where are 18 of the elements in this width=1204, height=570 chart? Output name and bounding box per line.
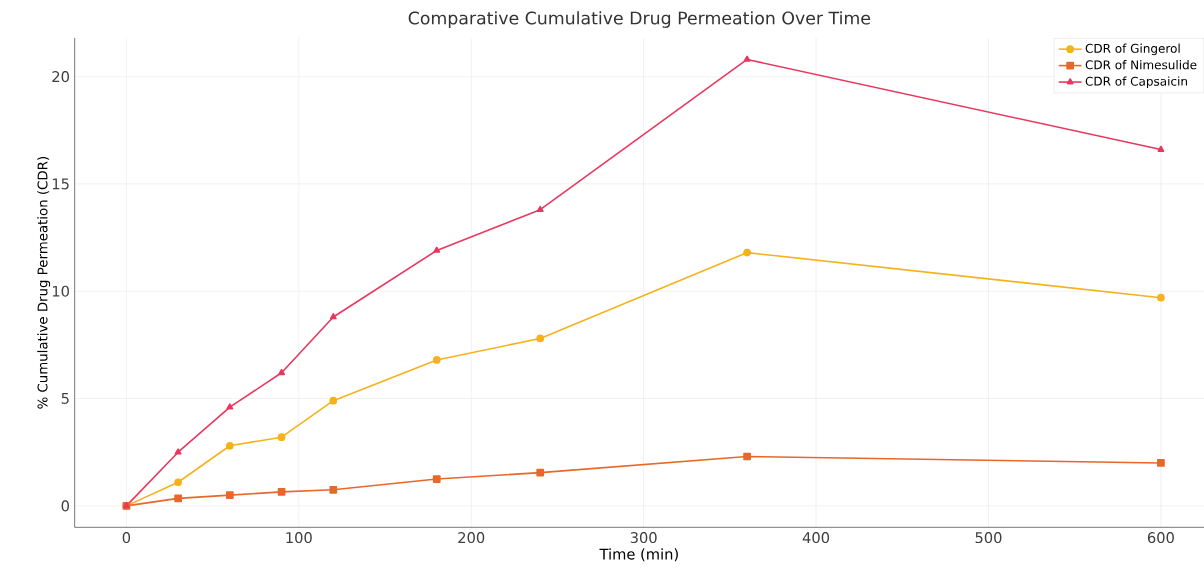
y-tick-label: 10 xyxy=(52,285,69,297)
legend-label: CDR of Nimesulide xyxy=(1085,60,1197,70)
x-tick-label: 300 xyxy=(630,532,657,544)
x-tick-label: 200 xyxy=(458,532,485,544)
x-tick-label: 600 xyxy=(1147,532,1174,544)
x-tick-label: 0 xyxy=(122,532,131,544)
y-axis-title: % Cumulative Drug Permeation (CDR) xyxy=(37,157,51,409)
x-tick-label: 400 xyxy=(802,532,830,544)
x-tick-label: 500 xyxy=(975,532,1002,544)
y-tick-label: 15 xyxy=(52,178,69,190)
x-axis-title: Time (min) xyxy=(599,548,678,562)
chart-title: Comparative Cumulative Drug Permeation Over Time xyxy=(408,11,871,28)
x-tick-label: 100 xyxy=(286,532,312,544)
legend-label: CDR of Capsaicin xyxy=(1085,76,1187,89)
y-tick-label: 0 xyxy=(61,500,69,512)
y-tick-label: 20 xyxy=(52,71,69,83)
legend-label: CDR of Gingerol xyxy=(1085,43,1180,56)
y-tick-label: 5 xyxy=(61,393,69,404)
